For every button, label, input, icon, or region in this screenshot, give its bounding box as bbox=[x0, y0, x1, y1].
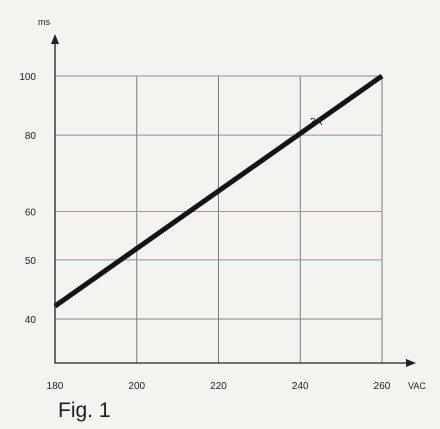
y-tick-label-50: 50 bbox=[25, 256, 37, 267]
y-axis-label: ms bbox=[38, 17, 50, 27]
grid-layer bbox=[55, 75, 383, 363]
y-tick-label-100: 100 bbox=[19, 72, 36, 83]
x-tick-label-220: 220 bbox=[210, 381, 227, 392]
x-tick-label-240: 240 bbox=[292, 381, 309, 392]
x-tick-label-200: 200 bbox=[128, 381, 145, 392]
axes-layer bbox=[51, 34, 416, 367]
x-axis-label: VAC bbox=[408, 381, 426, 391]
series-label-3A: 3A bbox=[310, 117, 323, 128]
x-axis-arrow bbox=[406, 359, 416, 367]
figure-caption: Fig. 1 bbox=[58, 399, 111, 422]
x-tick-label-260: 260 bbox=[374, 381, 391, 392]
x-tick-label-180: 180 bbox=[47, 381, 64, 392]
y-tick-label-80: 80 bbox=[25, 131, 37, 142]
marks-layer bbox=[53, 73, 384, 309]
series-line-3A bbox=[53, 73, 384, 309]
y-axis-arrow bbox=[51, 34, 59, 44]
labels-layer: 40 50 60 80 100 180 200 220 240 260 ms VAC 3A bbox=[19, 17, 426, 392]
y-tick-label-60: 60 bbox=[25, 207, 37, 218]
y-tick-label-40: 40 bbox=[25, 315, 37, 326]
